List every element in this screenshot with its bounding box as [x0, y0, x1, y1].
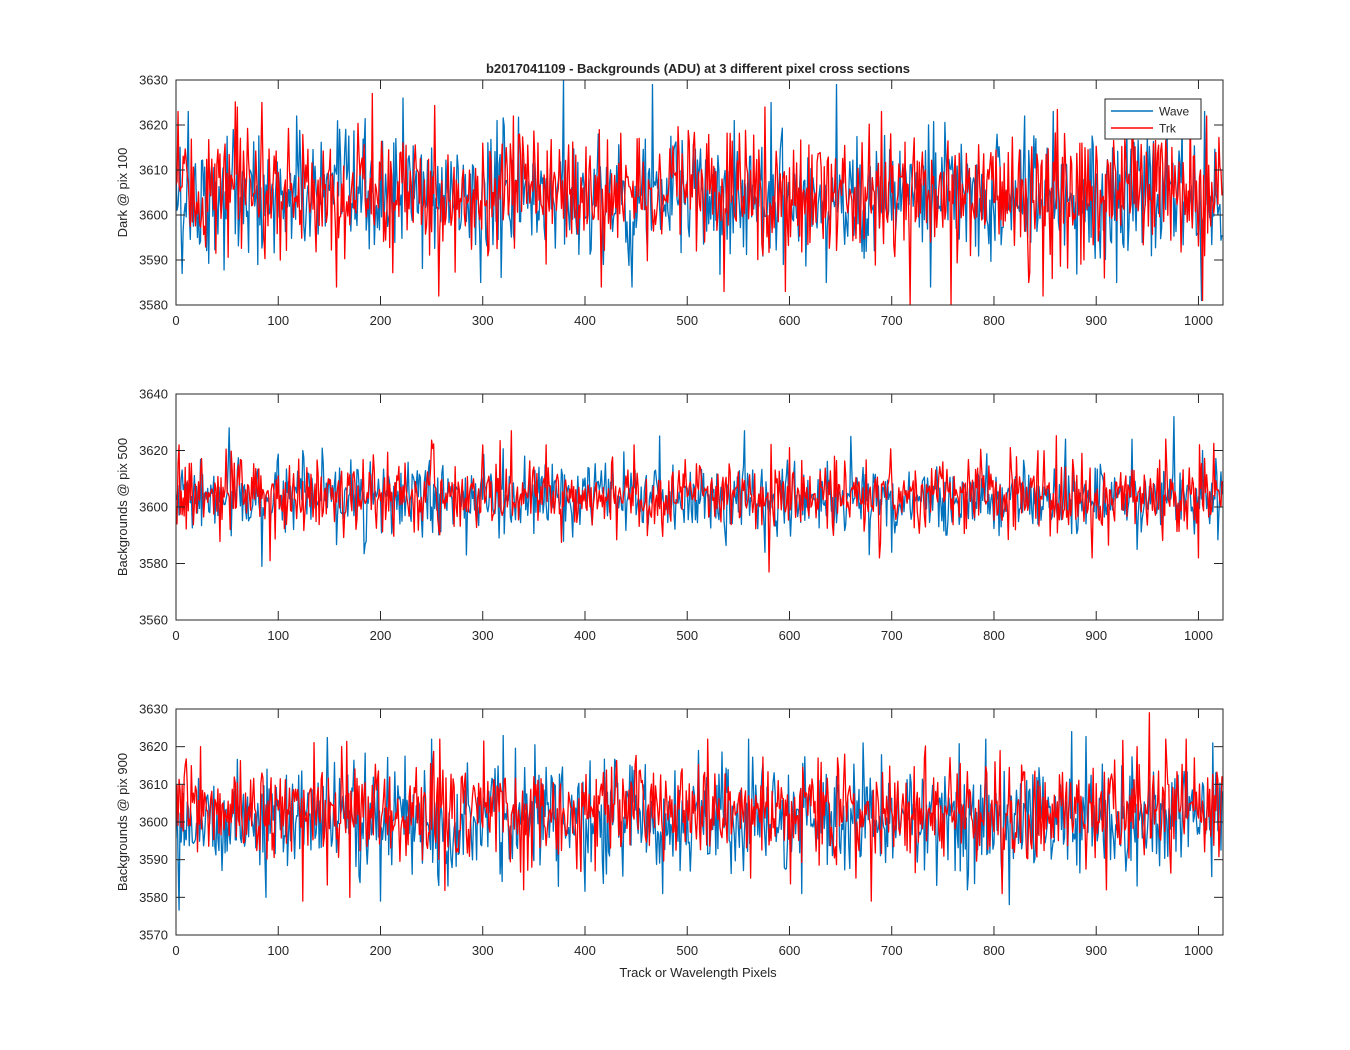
- y-axis-label: Backgrounds @ pix 500: [115, 438, 130, 576]
- x-tick-label: 100: [267, 628, 289, 643]
- x-tick-label: 100: [267, 943, 289, 958]
- series-line-trk: [176, 92, 1223, 305]
- y-tick-label: 3580: [139, 556, 168, 571]
- x-tick-label: 800: [983, 943, 1005, 958]
- x-tick-label: 900: [1085, 943, 1107, 958]
- x-tick-label: 900: [1085, 628, 1107, 643]
- series-line-trk: [176, 712, 1223, 902]
- subplot-backgrounds-pix-900: 0 100 200 300 400 500 600 700 800 900 1000 3570 3580…: [115, 702, 1224, 958]
- x-tick-label: 300: [472, 943, 494, 958]
- y-axis-label: Dark @ pix 100: [115, 148, 130, 238]
- y-tick-label: 3600: [139, 815, 168, 830]
- y-tick-label: 3590: [139, 852, 168, 867]
- legend-label-wave: Wave: [1159, 105, 1190, 119]
- y-tick-label: 3560: [139, 613, 168, 628]
- y-tick-label: 3580: [139, 298, 168, 313]
- x-tick-label: 0: [172, 943, 179, 958]
- y-tick-label: 3600: [139, 208, 168, 223]
- x-tick-label: 300: [472, 628, 494, 643]
- x-axis-label: Track or Wavelength Pixels: [619, 965, 777, 980]
- x-tick-label: 500: [676, 313, 698, 328]
- y-tick-label: 3600: [139, 500, 168, 515]
- y-tick-label: 3630: [139, 702, 168, 717]
- x-tick-label: 200: [370, 313, 392, 328]
- y-tick-label: 3620: [139, 118, 168, 133]
- x-tick-label: 700: [881, 313, 903, 328]
- x-tick-label: 900: [1085, 313, 1107, 328]
- x-tick-label: 600: [779, 313, 801, 328]
- y-tick-label: 3620: [139, 443, 168, 458]
- x-tick-label: 1000: [1184, 313, 1213, 328]
- y-tick-label: 3610: [139, 777, 168, 792]
- x-tick-label: 800: [983, 628, 1005, 643]
- x-tick-label: 400: [574, 313, 596, 328]
- x-tick-label: 600: [779, 943, 801, 958]
- x-tick-label: 400: [574, 628, 596, 643]
- x-tick-label: 300: [472, 313, 494, 328]
- legend-label-trk: Trk: [1159, 122, 1177, 136]
- axes-box: [175, 79, 1224, 306]
- y-tick-label: 3570: [139, 928, 168, 943]
- x-tick-label: 400: [574, 943, 596, 958]
- y-tick-label: 3620: [139, 739, 168, 754]
- x-tick-label: 800: [983, 313, 1005, 328]
- subplot-backgrounds-pix-500: 0 100 200 300 400 500 600 700 800 900 1000 3560 3580…: [115, 387, 1224, 643]
- x-tick-label: 1000: [1184, 628, 1213, 643]
- legend-box: [1104, 98, 1202, 140]
- x-tick-label: 0: [172, 628, 179, 643]
- x-tick-label: 700: [881, 943, 903, 958]
- x-tick-label: 500: [676, 943, 698, 958]
- legend: Wave Trk: [1104, 98, 1202, 140]
- subplot-dark-pix-100: 0 100 200 300 400 500 600 700 800 900 1000 3580 3590…: [115, 73, 1224, 328]
- x-tick-label: 0: [172, 313, 179, 328]
- x-tick-label: 600: [779, 628, 801, 643]
- x-tick-label: 700: [881, 628, 903, 643]
- x-tick-label: 1000: [1184, 943, 1213, 958]
- y-tick-label: 3640: [139, 387, 168, 402]
- y-tick-label: 3610: [139, 163, 168, 178]
- plot-area: [176, 394, 1223, 620]
- x-tick-label: 200: [370, 943, 392, 958]
- y-axis-label: Backgrounds @ pix 900: [115, 753, 130, 891]
- x-tick-label: 500: [676, 628, 698, 643]
- series-line-trk: [176, 430, 1223, 573]
- y-tick-label: 3630: [139, 73, 168, 88]
- y-tick-label: 3590: [139, 253, 168, 268]
- x-tick-label: 100: [267, 313, 289, 328]
- x-tick-label: 200: [370, 628, 392, 643]
- y-tick-label: 3580: [139, 890, 168, 905]
- figure-title: b2017041109 - Backgrounds (ADU) at 3 dif…: [486, 61, 910, 76]
